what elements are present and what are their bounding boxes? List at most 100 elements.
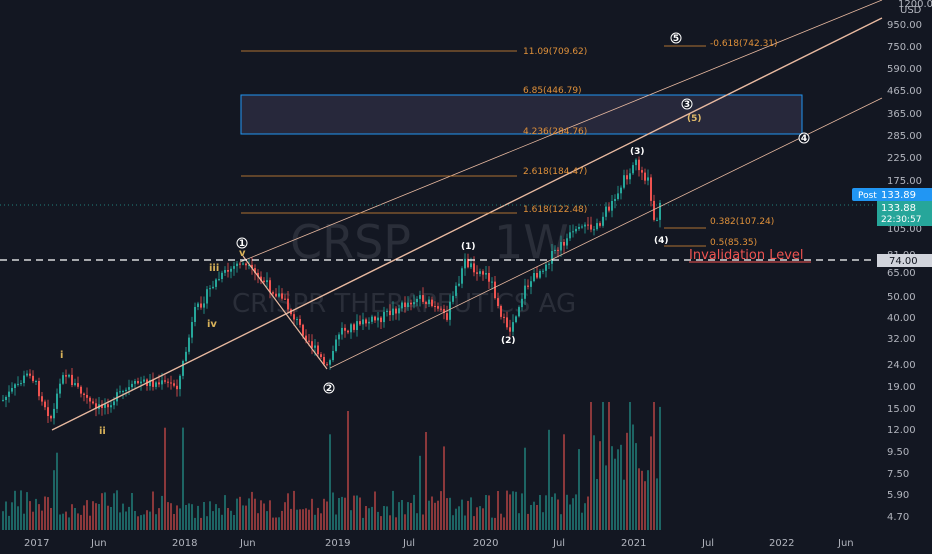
volume-bar [296, 509, 298, 530]
channel-upper-main-line[interactable] [51, 17, 883, 431]
volume-bar [476, 507, 478, 530]
fib-label-neg-0-618: -0.618(742.31) [710, 39, 778, 49]
candle-body [122, 391, 124, 392]
candle-body [224, 270, 226, 273]
candle-body [254, 268, 256, 273]
volume-bar [638, 468, 640, 530]
candle-body [368, 321, 370, 324]
price-tick-7-5: 7.50 [887, 469, 909, 480]
channel-parallel-upper-line[interactable] [239, 0, 883, 263]
invalidation-price-value: 74.00 [889, 256, 918, 267]
candle-body [59, 383, 61, 394]
volume-bar [83, 505, 85, 530]
volume-bar [596, 479, 598, 530]
volume-bar [479, 506, 481, 530]
volume-bar [332, 492, 334, 530]
channel-parallel-lower-line[interactable] [329, 97, 883, 369]
candle-body [32, 375, 34, 382]
volume-bar [569, 504, 571, 530]
candle-body [494, 281, 496, 299]
volume-bar [305, 508, 307, 530]
volume-bar [194, 517, 196, 530]
candle-body [323, 357, 325, 365]
time-axis[interactable]: 2017 Jun 2018 Jun 2019 Jul 2020 Jul 2021… [24, 538, 854, 549]
volume-bar [5, 501, 7, 530]
volume-bar [572, 498, 574, 530]
volume-bar [404, 514, 406, 530]
volume-bar [200, 517, 202, 530]
volume-bar [653, 402, 655, 530]
candle-body [272, 292, 274, 294]
target-zone-box[interactable] [240, 94, 803, 135]
volume-bar [629, 402, 631, 530]
wave-2-correction-line[interactable] [242, 255, 328, 370]
candle-body [512, 322, 514, 332]
candle-body [422, 295, 424, 302]
volume-bar [212, 511, 214, 530]
wave-circle-2: 2 [323, 382, 335, 394]
volume-bar [536, 505, 538, 530]
candle-body [35, 381, 37, 382]
volume-bar [608, 402, 610, 530]
volume-bar [23, 513, 25, 530]
candle-body [365, 319, 367, 324]
volume-bar [59, 514, 61, 530]
candle-body [653, 200, 655, 220]
volume-bar [119, 512, 121, 530]
volume-bar [407, 502, 409, 530]
price-tick-24: 24.00 [887, 360, 916, 371]
volume-bar [158, 508, 160, 530]
candle-body [650, 177, 652, 201]
last-price-badge[interactable]: 133.88 22:30:57 [877, 201, 932, 226]
candle-body [56, 393, 58, 409]
volume-bar [203, 502, 205, 530]
volume-bar [125, 511, 127, 530]
volume-bar [434, 502, 436, 530]
volume-bar [92, 501, 94, 530]
wave-circle-2-label: 2 [326, 384, 332, 394]
volume-bar [335, 514, 337, 530]
post-price-badge[interactable]: Post 133.89 [852, 188, 932, 201]
candle-body [452, 295, 454, 302]
volume-bar [398, 502, 400, 530]
volume-bar [554, 493, 556, 530]
candle-body [419, 295, 421, 299]
candle-body [278, 293, 280, 297]
candle-body [620, 187, 622, 194]
wave-circle-5-label: 5 [673, 34, 679, 44]
volume-bar [224, 495, 226, 530]
candle-body [632, 165, 634, 174]
volume-bar [128, 506, 130, 530]
candle-body [194, 307, 196, 322]
volume-bar [344, 497, 346, 530]
candle-body [359, 321, 361, 325]
candle-body [434, 306, 436, 307]
volume-bar [155, 514, 157, 530]
time-tick-jun-2017: Jun [90, 538, 107, 549]
candle-body [569, 232, 571, 239]
wave-label-ii: ii [99, 426, 106, 437]
candle-body [449, 301, 451, 320]
candle-body [50, 416, 52, 419]
candle-body [521, 298, 523, 308]
candle-body [131, 383, 133, 388]
post-badge-value: 133.89 [881, 190, 916, 201]
candle-body [464, 258, 466, 269]
volume-bar [62, 513, 64, 530]
volume-bar [311, 498, 313, 530]
fib-label-2-618: 2.618(184.47) [523, 167, 587, 177]
candle-body [566, 238, 568, 246]
volume-bar [29, 501, 31, 530]
volume-bar [116, 490, 118, 530]
candle-body [23, 375, 25, 383]
fib-label-1-618: 1.618(122.48) [523, 205, 587, 215]
candle-body [143, 379, 145, 382]
candle-body [341, 327, 343, 335]
invalidation-price-badge[interactable]: 74.00 [877, 254, 932, 267]
candle-body [431, 299, 433, 307]
wave-circle-4: 4 [798, 132, 810, 144]
candle-body [284, 298, 286, 300]
time-tick-2017: 2017 [24, 538, 49, 549]
